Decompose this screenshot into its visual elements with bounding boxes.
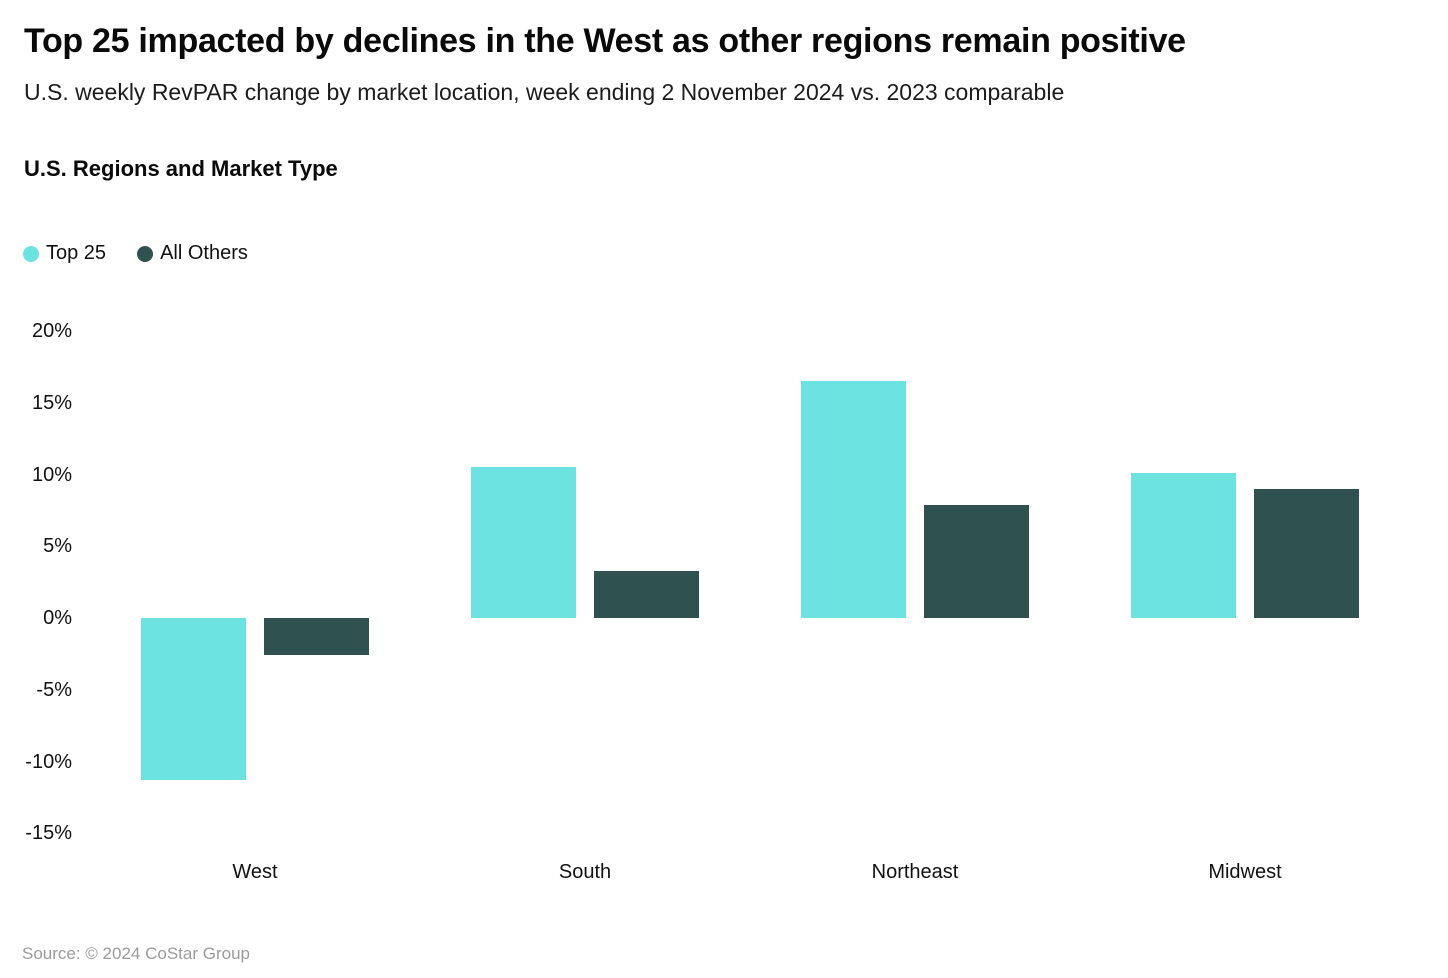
y-axis-tick-label: -15% [25, 822, 72, 844]
y-axis-tick-label: 5% [43, 535, 72, 557]
legend-label-top25: Top 25 [46, 242, 107, 264]
y-axis-tick-label: 15% [31, 392, 72, 414]
page-subtitle: U.S. weekly RevPAR change by market loca… [24, 79, 1065, 105]
x-axis-label-northeast: Northeast [871, 861, 959, 883]
page-title: Top 25 impacted by declines in the West … [24, 22, 1186, 60]
bar-west-all-others [264, 618, 369, 655]
legend-item-all-others: All Others [137, 242, 248, 265]
legend-dot-all-others-icon [137, 245, 154, 262]
bar-west-top-25 [141, 618, 246, 780]
legend-dot-top25-icon [23, 245, 39, 262]
bar-south-top-25 [471, 467, 576, 618]
y-axis-tick-label: 0% [43, 607, 72, 629]
x-axis-label-south: South [558, 861, 612, 883]
x-axis-label-midwest: Midwest [1208, 861, 1282, 883]
x-axis-label-west: West [232, 861, 278, 883]
y-axis-tick-label: 10% [31, 464, 72, 486]
bar-northeast-top-25 [801, 381, 906, 618]
bar-midwest-top-25 [1131, 473, 1236, 618]
y-axis-tick-label: -10% [25, 751, 72, 773]
chart-section-title: U.S. Regions and Market Type [24, 156, 338, 181]
chart-legend: Top 25 All Others [23, 242, 248, 265]
legend-label-all-others: All Others [160, 242, 248, 264]
bar-south-all-others [594, 571, 699, 618]
y-axis-tick-label: 20% [31, 320, 72, 342]
bar-northeast-all-others [924, 505, 1029, 618]
source-note: Source: © 2024 CoStar Group [22, 944, 250, 963]
y-axis-tick-label: -5% [36, 679, 72, 701]
legend-item-top25: Top 25 [23, 242, 106, 265]
bar-midwest-all-others [1254, 489, 1359, 618]
